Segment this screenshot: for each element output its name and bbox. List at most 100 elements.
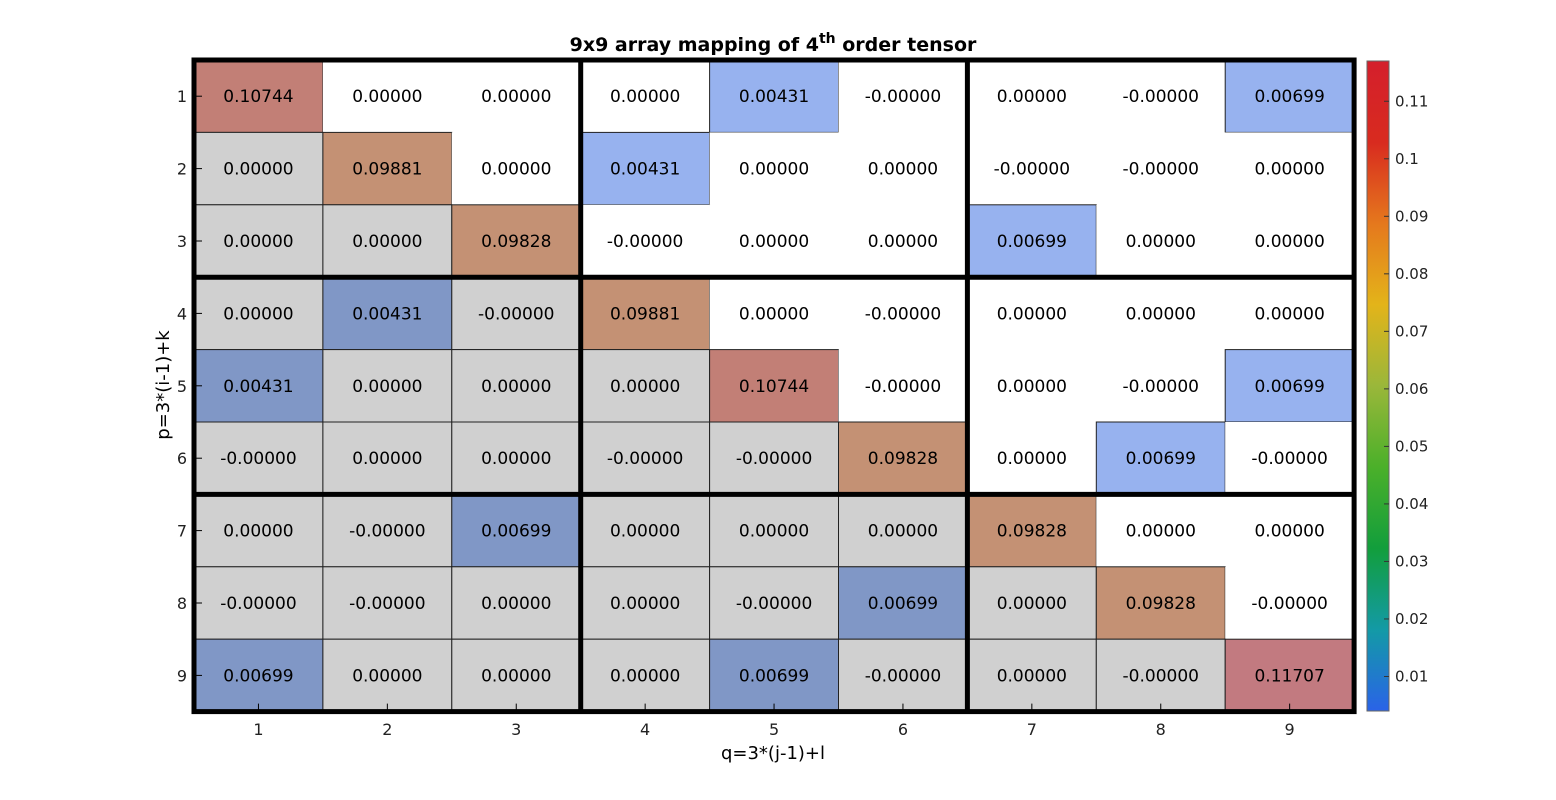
chart-title-superscript: th <box>819 31 836 47</box>
cell-value-label: 0.00431 <box>352 304 422 324</box>
heatmap-cell <box>966 566 1097 640</box>
cell-value-label: 0.00000 <box>481 666 551 686</box>
cell-value-label: 0.00000 <box>352 449 422 469</box>
cell-value-label: 0.00000 <box>997 87 1067 107</box>
heatmap-cell <box>322 204 453 278</box>
heatmap-cell <box>1225 566 1355 640</box>
heatmap-cell <box>1096 204 1226 278</box>
heatmap-cell <box>193 349 324 423</box>
cell-value-label: 0.00699 <box>868 594 938 614</box>
colorbar-tick-label: 0.03 <box>1395 552 1428 570</box>
cell-value-label: 0.00431 <box>223 377 293 397</box>
cell-value-label: 0.00000 <box>1126 232 1196 252</box>
heatmap-cell <box>1095 566 1226 640</box>
heatmap-cell <box>193 638 324 713</box>
colorbar-tick-label: 0.06 <box>1395 380 1428 398</box>
colorbar-bar <box>1366 60 1390 712</box>
heatmap-cell <box>580 131 711 206</box>
heatmap-cell <box>322 421 453 495</box>
heatmap-cell <box>580 566 711 640</box>
block-borders <box>191 57 1357 715</box>
heatmap-cell <box>193 276 324 351</box>
heatmap-cells: 0.10744 0.00000 0.00000 0.00000 0.00431 -0.00… <box>193 59 1355 713</box>
cell-value-label: 0.00000 <box>1126 522 1196 542</box>
heatmap-cell <box>838 277 968 350</box>
heatmap-cell <box>838 349 968 422</box>
cell-value-label: 0.00699 <box>739 666 809 686</box>
cell-value-label: -0.00000 <box>349 594 425 614</box>
y-tick-label: 8 <box>177 594 187 613</box>
cell-value-label: 0.00000 <box>481 87 551 107</box>
cell-value-label: 0.00000 <box>868 160 938 180</box>
heatmap-cell <box>322 349 453 423</box>
cell-value-label: 0.00000 <box>997 304 1067 324</box>
cell-value-label: 0.00431 <box>610 160 680 180</box>
x-axis-label: q=3*(j-1)+l <box>721 743 825 764</box>
heatmap-cell <box>967 422 1097 495</box>
cell-value-label: 0.00431 <box>739 87 809 107</box>
cell-value-label: -0.00000 <box>865 304 941 324</box>
heatmap-cell <box>451 566 582 640</box>
cell-value-label: 0.00000 <box>352 377 422 397</box>
cell-value-label: 0.00000 <box>1126 304 1196 324</box>
heatmap-cell <box>838 638 968 713</box>
cell-value-label: 0.00000 <box>610 522 680 542</box>
colorbar-tick-label: 0.04 <box>1395 495 1428 513</box>
heatmap-cell <box>193 421 324 495</box>
heatmap-cell <box>1096 60 1226 133</box>
cell-value-label: 0.00000 <box>997 594 1067 614</box>
y-tick-label: 2 <box>177 160 187 179</box>
colorbar-tick-label: 0.1 <box>1395 150 1419 168</box>
y-tick-label: 5 <box>177 377 187 396</box>
heatmap-cell <box>580 638 711 713</box>
x-tick-label: 5 <box>769 720 779 739</box>
cell-value-label: -0.00000 <box>607 449 683 469</box>
cell-value-label: 0.00699 <box>1254 377 1324 397</box>
heatmap-cell <box>709 132 839 205</box>
cell-value-label: -0.00000 <box>736 449 812 469</box>
cell-value-label: 0.00000 <box>868 232 938 252</box>
cell-value-label: 0.10744 <box>223 87 293 107</box>
cell-value-label: 0.09881 <box>610 304 680 324</box>
heatmap-cell <box>193 204 324 278</box>
chart-title-main: 9x9 array mapping of 4 <box>570 34 819 56</box>
heatmap-cell <box>967 349 1097 422</box>
heatmap-cell <box>1225 204 1355 278</box>
cell-value-label: 0.09828 <box>481 232 551 252</box>
heatmap-cell <box>1225 494 1355 567</box>
heatmap-cell <box>838 132 968 205</box>
colorbar-tick-label: 0.02 <box>1395 610 1428 628</box>
heatmap-cell <box>1096 277 1226 350</box>
cell-value-label: 0.00000 <box>997 377 1067 397</box>
x-tick-label: 3 <box>511 720 521 739</box>
y-tick-label: 6 <box>177 449 187 468</box>
cell-value-label: -0.00000 <box>1123 666 1199 686</box>
heatmap-cell <box>193 566 324 640</box>
heatmap-cell <box>709 349 839 423</box>
x-tick-label: 9 <box>1285 720 1295 739</box>
colorbar: 0.01 0.02 0.03 0.04 0.05 0.06 0.07 0.08 0.09 0.1 0… <box>1366 60 1428 712</box>
heatmap-cell <box>322 493 453 568</box>
cell-value-label: 0.00000 <box>1254 232 1324 252</box>
cell-value-label: 0.00000 <box>481 160 551 180</box>
x-tick-label: 2 <box>382 720 392 739</box>
cell-value-label: -0.00000 <box>865 87 941 107</box>
cell-value-label: 0.09828 <box>1126 594 1196 614</box>
cell-value-label: 0.00000 <box>997 449 1067 469</box>
chart-title: 9x9 array mapping of 4th order tensor <box>570 31 977 56</box>
cell-value-label: -0.00000 <box>478 304 554 324</box>
cell-value-label: -0.00000 <box>865 666 941 686</box>
cell-value-label: 0.00000 <box>610 594 680 614</box>
cell-value-label: -0.00000 <box>349 522 425 542</box>
heatmap-cell <box>580 276 711 351</box>
cell-value-label: 0.00000 <box>223 304 293 324</box>
heatmap-cell <box>193 59 324 133</box>
heatmap-cell <box>1096 349 1226 422</box>
heatmap-cell <box>580 60 710 133</box>
cell-value-label: -0.00000 <box>1123 87 1199 107</box>
heatmap-cell <box>966 638 1097 713</box>
heatmap-cell <box>451 493 582 568</box>
x-tick-label: 7 <box>1027 720 1037 739</box>
cell-value-label: 0.00000 <box>352 232 422 252</box>
heatmap-cell <box>193 131 324 206</box>
